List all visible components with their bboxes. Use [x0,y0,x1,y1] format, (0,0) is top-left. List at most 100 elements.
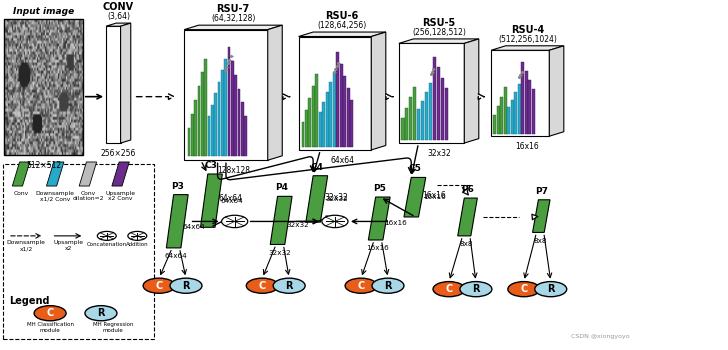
Text: C: C [357,281,365,291]
Text: R: R [472,284,480,294]
Circle shape [345,278,377,293]
Polygon shape [218,82,221,156]
Circle shape [143,278,175,293]
Polygon shape [221,70,223,156]
Text: 16x16: 16x16 [515,142,539,152]
Polygon shape [336,52,339,147]
Text: CSDN @xiongyoyo: CSDN @xiongyoyo [571,334,630,339]
Polygon shape [121,23,131,143]
Polygon shape [515,92,517,134]
Text: 32x32: 32x32 [286,222,309,228]
Polygon shape [188,128,190,156]
Polygon shape [350,100,353,147]
Polygon shape [326,92,329,147]
Text: R: R [98,308,105,318]
Polygon shape [214,93,217,156]
Circle shape [273,278,305,293]
Polygon shape [268,25,282,160]
Polygon shape [191,114,194,156]
Text: MH Regression
module: MH Regression module [93,322,133,333]
Text: (256,128,512): (256,128,512) [412,28,466,37]
Polygon shape [184,25,282,30]
Polygon shape [464,39,479,143]
Circle shape [460,282,492,297]
Polygon shape [429,83,432,140]
Text: 16x16: 16x16 [424,194,446,200]
Text: Input image: Input image [13,7,74,16]
FancyBboxPatch shape [3,164,154,339]
Text: 64x64: 64x64 [165,253,187,259]
Text: (512,256,1024): (512,256,1024) [498,35,557,44]
Polygon shape [319,112,322,147]
Text: Addition: Addition [126,242,149,247]
Text: Upsample
x2 Conv: Upsample x2 Conv [106,190,135,201]
Polygon shape [224,59,227,156]
Circle shape [85,306,117,321]
Polygon shape [399,43,464,143]
Text: 32x32: 32x32 [324,193,348,202]
Polygon shape [344,76,346,147]
Polygon shape [521,62,524,134]
Polygon shape [405,107,408,140]
Circle shape [508,282,540,297]
Polygon shape [491,50,550,136]
Polygon shape [211,105,213,156]
Polygon shape [323,102,325,147]
Polygon shape [298,36,371,150]
Text: 32x32: 32x32 [269,250,291,256]
Polygon shape [445,88,448,140]
Circle shape [322,215,348,228]
Text: R: R [547,284,555,294]
Circle shape [246,278,278,293]
Text: P3: P3 [171,182,183,190]
Polygon shape [404,177,426,217]
Text: C4: C4 [310,163,323,172]
Text: 32x32: 32x32 [427,149,451,158]
Text: 32x32: 32x32 [325,196,348,202]
Polygon shape [402,118,405,140]
Polygon shape [315,74,318,147]
Polygon shape [437,67,440,140]
Polygon shape [497,106,499,134]
Circle shape [221,215,248,228]
Text: RSU-7: RSU-7 [217,4,250,14]
Text: 16x16: 16x16 [384,220,407,226]
Text: Upsample
x2: Upsample x2 [53,240,83,251]
Circle shape [535,282,566,297]
Text: 8x8: 8x8 [459,241,473,247]
Text: 256×256: 256×256 [100,149,136,158]
Text: Concatenation: Concatenation [87,242,127,247]
Polygon shape [504,88,507,134]
Polygon shape [533,200,550,232]
Text: RSU-4: RSU-4 [511,25,544,35]
Polygon shape [494,115,496,134]
Text: C: C [521,284,528,294]
Polygon shape [201,72,204,156]
Polygon shape [112,162,130,186]
Polygon shape [245,116,247,156]
Polygon shape [409,97,413,140]
Circle shape [98,231,116,240]
Circle shape [433,282,465,297]
Text: 64x64: 64x64 [218,194,242,203]
Text: R: R [384,281,392,291]
Polygon shape [371,32,386,150]
Polygon shape [231,61,234,156]
Polygon shape [458,198,478,236]
Polygon shape [518,84,521,134]
Text: CONV: CONV [103,2,134,12]
Text: RSU-6: RSU-6 [325,11,359,21]
Circle shape [170,278,202,293]
Polygon shape [340,64,343,147]
Text: Downsample
x1/2: Downsample x1/2 [7,240,46,251]
Polygon shape [312,86,314,147]
Text: 64x64: 64x64 [331,156,355,165]
Polygon shape [525,71,528,134]
Polygon shape [301,121,304,147]
Text: R: R [182,281,190,291]
Text: Conv
dilation=2: Conv dilation=2 [72,190,103,201]
Text: C: C [47,308,54,318]
Polygon shape [433,57,436,140]
Polygon shape [184,30,268,160]
Text: C: C [446,284,453,294]
